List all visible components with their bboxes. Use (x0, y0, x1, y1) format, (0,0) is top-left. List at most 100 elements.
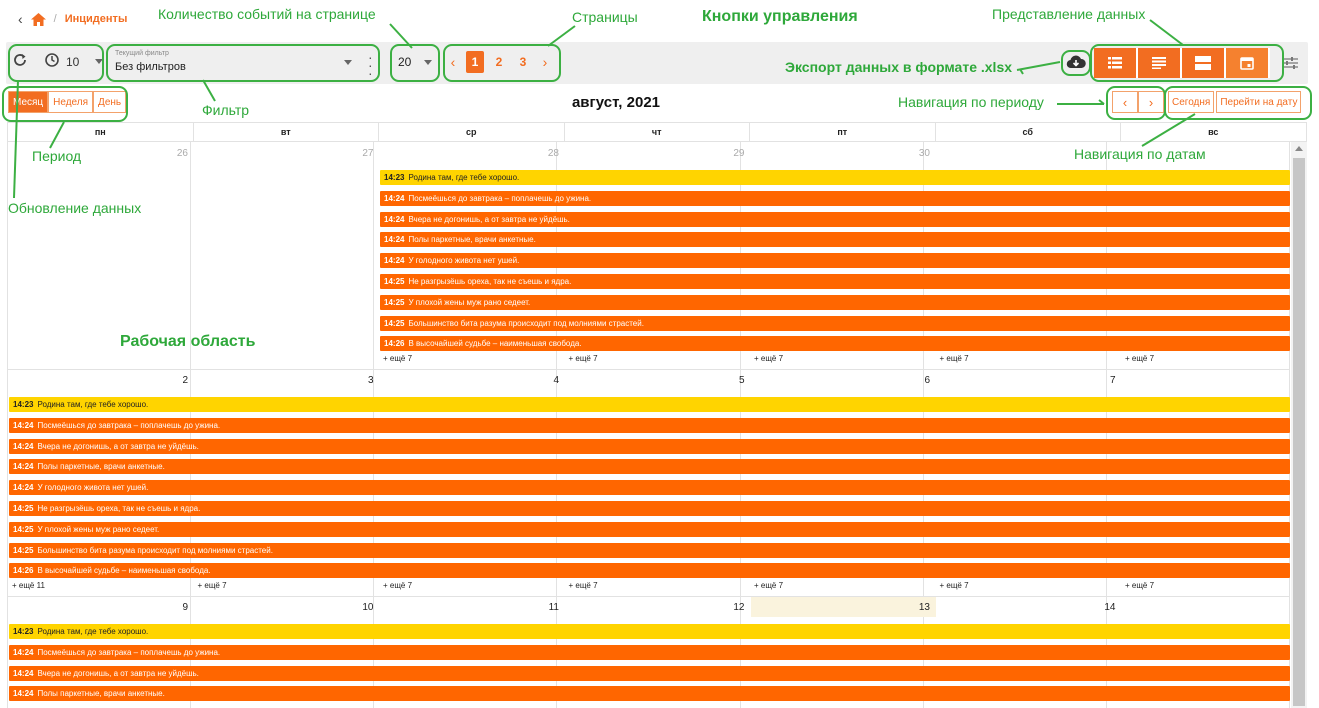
event-time: 14:25 (13, 524, 34, 534)
annotation-work-area: Рабочая область (120, 333, 256, 350)
more-events-link[interactable]: + ещё 11 (12, 581, 45, 590)
day-number[interactable]: 9 (182, 602, 188, 613)
filter-label: Текущий фильтр (115, 50, 169, 57)
day-number[interactable]: 6 (924, 375, 930, 386)
refresh-icon[interactable] (12, 52, 28, 68)
event-time: 14:24 (384, 256, 405, 266)
today-highlight (751, 597, 936, 617)
calendar-event[interactable]: 14:24 Полы паркетные, врачи анкетные. (9, 459, 1290, 475)
calendar-event[interactable]: 14:24 Вчера не догонишь, а от завтра не у… (9, 665, 1290, 681)
calendar-event[interactable]: 14:24 Вчера не догонишь, а от завтра не у… (9, 438, 1290, 454)
event-time: 14:25 (13, 504, 34, 513)
prev-page-icon[interactable]: ‹ (450, 54, 456, 70)
day-number[interactable]: 5 (738, 375, 745, 386)
list-icon[interactable] (1094, 48, 1138, 78)
period-day-button[interactable]: День (93, 91, 127, 113)
calendar-event[interactable]: 14:25 У плохой жены муж рано седеет. (380, 294, 1290, 310)
calendar-event[interactable]: 14:24 Посмеёшься до завтрака – поплачешь … (9, 644, 1290, 660)
calendar-event[interactable]: 14:26 В высочайшей судьбе – наименьшая св… (9, 563, 1290, 579)
page-button-3[interactable]: 3 (519, 55, 527, 69)
period-week-button[interactable]: Неделя (48, 91, 94, 113)
calendar-event[interactable]: 14:25 Большинство бита разума происходит … (380, 315, 1290, 331)
page-button-1[interactable]: 1 (466, 51, 484, 73)
scrollbar-thumb[interactable] (1293, 158, 1305, 706)
event-time: 14:23 (384, 173, 405, 182)
prev-period-button[interactable]: ‹ (1112, 91, 1138, 113)
page-size-select[interactable]: 20 (398, 55, 432, 69)
cloud-download-icon[interactable] (1066, 54, 1086, 72)
calendar-event[interactable]: 14:25 У плохой жены муж рано седеет. (9, 521, 1290, 537)
scroll-up-icon[interactable] (1295, 146, 1303, 151)
day-number[interactable]: 27 (362, 148, 374, 159)
event-title: У голодного живота нет ушей. (408, 256, 520, 266)
day-number[interactable]: 4 (553, 375, 559, 386)
calendar-event[interactable]: 14:24 Посмеёшься до завтрака – поплачешь … (380, 190, 1290, 206)
event-time: 14:24 (13, 441, 34, 451)
annotation-period: Период (32, 148, 82, 164)
breadcrumb: ‹ / Инциденты (18, 11, 127, 27)
event-time: 14:24 (384, 235, 405, 245)
event-title: Посмеёшься до завтрака – поплачешь до уж… (408, 193, 592, 203)
more-events-link[interactable]: + ещё 7 (568, 581, 598, 590)
calendar-event[interactable]: 14:25 Не разгрызёшь ореха, так не съешь и… (9, 501, 1290, 516)
day-number[interactable]: 2 (182, 375, 188, 386)
breadcrumb-current[interactable]: Инциденты (64, 13, 128, 25)
day-number[interactable]: 3 (367, 375, 374, 386)
home-icon[interactable] (30, 12, 46, 26)
event-title: У плохой жены муж рано седеет. (408, 297, 531, 307)
day-number[interactable]: 10 (362, 602, 374, 613)
goto-date-button[interactable]: Перейти на дату (1216, 91, 1302, 113)
more-events-link[interactable]: + ещё 7 (1125, 581, 1155, 590)
more-events-link[interactable]: + ещё 7 (754, 354, 784, 363)
day-number[interactable]: 28 (547, 148, 559, 159)
day-number[interactable]: 11 (548, 602, 559, 613)
split-icon[interactable] (1182, 48, 1226, 78)
next-period-button[interactable]: › (1138, 91, 1164, 113)
more-events-link[interactable]: + ещё 7 (754, 581, 784, 590)
calendar-event[interactable]: 14:23 Родина там, где тебе хорошо. (9, 624, 1290, 639)
filter-select[interactable]: Текущий фильтр Без фильтров · · · (110, 48, 378, 81)
more-events-link[interactable]: + ещё 7 (568, 354, 598, 363)
week-separator (8, 369, 1290, 370)
more-events-link[interactable]: + ещё 7 (383, 354, 413, 363)
calendar-event[interactable]: 14:24 Полы паркетные, врачи анкетные. (380, 232, 1290, 248)
text-lines-icon[interactable] (1138, 48, 1182, 78)
more-events-link[interactable]: + ещё 7 (383, 581, 413, 590)
calendar-event[interactable]: 14:25 Не разгрызёшь ореха, так не съешь и… (380, 274, 1290, 289)
calendar-event[interactable]: 14:24 Посмеёшься до завтрака – поплачешь … (9, 417, 1290, 433)
more-events-link[interactable]: + ещё 7 (939, 581, 969, 590)
calendar-grid: пн вт ср чт пт сб вс 26 27 28 29 30 14:23 Родина там… (7, 122, 1307, 708)
day-number[interactable]: 30 (918, 148, 930, 159)
more-events-link[interactable]: + ещё 7 (1125, 354, 1155, 363)
calendar-event[interactable]: 14:24 У голодного живота нет ушей. (9, 480, 1290, 496)
scrollbar[interactable] (1291, 142, 1307, 708)
day-number[interactable]: 29 (733, 148, 745, 159)
calendar-event[interactable]: 14:26 В высочайшей судьбе – наименьшая св… (380, 336, 1290, 352)
calendar-event[interactable]: 14:24 Полы паркетные, врачи анкетные. (9, 686, 1290, 702)
calendar-icon[interactable] (1226, 48, 1270, 78)
day-number[interactable]: 13 (918, 602, 930, 613)
calendar-event[interactable]: 14:25 Большинство бита разума происходит … (9, 542, 1290, 558)
refresh-interval-select[interactable]: 10 (44, 52, 104, 71)
page-button-2[interactable]: 2 (495, 55, 503, 69)
sliders-icon[interactable] (1282, 56, 1298, 75)
event-time: 14:24 (13, 462, 34, 472)
calendar-event[interactable]: 14:23 Родина там, где тебе хорошо. (9, 397, 1290, 412)
today-button[interactable]: Сегодня (1168, 91, 1215, 113)
calendar-event[interactable]: 14:23 Родина там, где тебе хорошо. (380, 170, 1290, 185)
more-events-link[interactable]: + ещё 7 (197, 581, 227, 590)
chevron-left-icon[interactable]: ‹ (18, 11, 23, 27)
more-events-link[interactable]: + ещё 7 (939, 354, 969, 363)
next-page-icon[interactable]: › (542, 54, 548, 70)
annotation-period-nav: Навигация по периоду (898, 94, 1044, 110)
event-title: В высочайшей судьбе – наименьшая свобода… (408, 339, 582, 349)
view-switcher (1094, 48, 1270, 78)
event-title: Полы паркетные, врачи анкетные. (408, 235, 536, 245)
day-number[interactable]: 14 (1104, 602, 1116, 613)
calendar-event[interactable]: 14:24 Вчера не догонишь, а от завтра не у… (380, 211, 1290, 227)
day-number[interactable]: 12 (733, 602, 745, 613)
day-number[interactable]: 26 (176, 148, 188, 159)
calendar-event[interactable]: 14:24 У голодного живота нет ушей. (380, 253, 1290, 269)
day-number[interactable]: 7 (1109, 375, 1116, 386)
more-vertical-icon[interactable]: · · · (368, 49, 373, 81)
